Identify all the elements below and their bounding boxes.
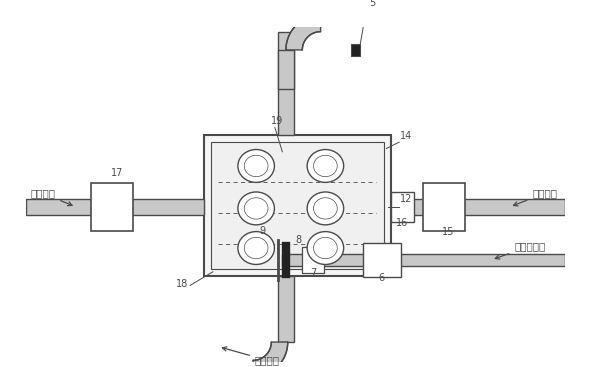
Ellipse shape bbox=[238, 149, 274, 182]
Text: 15: 15 bbox=[442, 227, 454, 237]
Text: 19: 19 bbox=[271, 116, 283, 126]
Text: 7: 7 bbox=[310, 268, 316, 278]
Bar bbox=[391, 192, 414, 222]
Text: 水流方向: 水流方向 bbox=[30, 188, 72, 206]
Ellipse shape bbox=[238, 232, 274, 265]
Ellipse shape bbox=[307, 232, 343, 265]
Text: 水流方向: 水流方向 bbox=[514, 188, 557, 206]
Text: 6: 6 bbox=[379, 273, 385, 283]
Ellipse shape bbox=[238, 192, 274, 225]
Bar bbox=[204, 135, 391, 276]
Text: 低温炉气: 低温炉气 bbox=[0, 366, 1, 367]
Text: 12: 12 bbox=[400, 195, 413, 204]
Bar bbox=[303, 247, 324, 273]
Bar bbox=[350, 44, 360, 56]
Polygon shape bbox=[286, 15, 320, 50]
Bar bbox=[278, 276, 294, 342]
Bar bbox=[278, 32, 294, 135]
Text: 14: 14 bbox=[400, 131, 413, 141]
Text: 冷却水入口: 冷却水入口 bbox=[495, 241, 545, 259]
Text: 9: 9 bbox=[259, 226, 265, 236]
Text: 过热炉气: 过热炉气 bbox=[222, 347, 280, 365]
Bar bbox=[423, 183, 465, 231]
Bar bbox=[278, 50, 294, 89]
Bar bbox=[211, 142, 384, 269]
Bar bbox=[391, 199, 565, 215]
Bar bbox=[92, 183, 134, 231]
Text: 16: 16 bbox=[396, 218, 408, 228]
Bar bbox=[26, 199, 204, 215]
Text: 18: 18 bbox=[176, 279, 189, 289]
Text: 5: 5 bbox=[369, 0, 375, 8]
Text: 17: 17 bbox=[111, 168, 123, 178]
Ellipse shape bbox=[307, 149, 343, 182]
Polygon shape bbox=[253, 342, 288, 367]
Bar bbox=[363, 243, 401, 277]
Bar bbox=[282, 254, 565, 266]
Text: 8: 8 bbox=[295, 236, 301, 246]
Ellipse shape bbox=[307, 192, 343, 225]
